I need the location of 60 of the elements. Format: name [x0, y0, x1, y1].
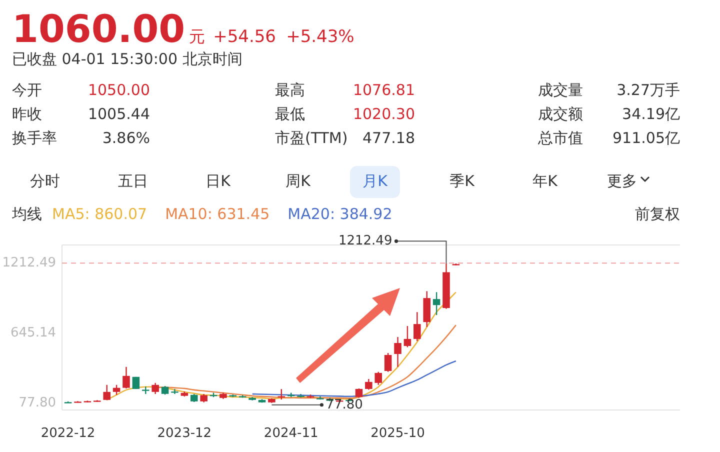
annotation: 77.80 [326, 397, 363, 412]
text: 1020.30 [352, 105, 415, 123]
text: 477.18 [362, 129, 415, 147]
text: 最高 [275, 81, 305, 99]
text: 前复权 [635, 205, 680, 223]
candlestick [355, 388, 363, 398]
text: +54.56 [213, 27, 276, 47]
text: 年K [532, 172, 559, 190]
x-tick-label: 2024-11 [264, 426, 318, 441]
candlestick [152, 382, 159, 395]
text: 3.86% [102, 129, 150, 147]
x-tick-label: 2022-12 [40, 426, 96, 441]
text: 市盈(TTM) [275, 129, 348, 147]
candlestick [394, 336, 402, 368]
text: 日K [206, 172, 232, 190]
text: 成交额 [538, 105, 583, 123]
candlestick [384, 352, 392, 372]
text: 最低 [275, 105, 305, 123]
text: 分时 [30, 172, 60, 190]
text: 周K [286, 172, 312, 190]
text: 换手率 [12, 129, 57, 147]
text: 1005.44 [88, 105, 150, 123]
candlestick [365, 378, 372, 390]
chart-subtitle: 已收盘 04-01 15:30:00 北京时间 [12, 50, 242, 68]
text: 成交量 [538, 81, 583, 99]
text: 月K [362, 172, 389, 190]
text: MA20: 384.92 [288, 205, 392, 223]
candlestick [132, 376, 140, 390]
text: 元 [189, 27, 206, 46]
text: 1076.81 [352, 81, 415, 99]
candlestick [404, 325, 412, 348]
text: MA5: 860.07 [52, 205, 148, 223]
text: 季K [450, 172, 476, 190]
text: 昨收 [12, 105, 42, 123]
text: 五日 [118, 172, 148, 190]
x-tick-label: 2025-10 [370, 426, 425, 441]
candlestick [278, 388, 286, 400]
text: 34.19亿 [622, 105, 680, 123]
text: 更多 [607, 172, 637, 190]
text: MA10: 631.45 [165, 205, 270, 223]
legend-title: 均线 [11, 205, 42, 223]
chart-title: 1060.00 [12, 7, 186, 51]
candlestick [122, 366, 130, 390]
line-series [252, 360, 457, 398]
x-tick-label: 2023-12 [157, 426, 212, 441]
candlestick [112, 384, 120, 396]
text: 1050.00 [88, 81, 150, 99]
text: +5.43% [286, 27, 354, 47]
y-tick-label: 1212.49 [2, 256, 56, 271]
text: 今开 [12, 81, 42, 99]
candlestick [432, 292, 440, 316]
text: 911.05亿 [612, 129, 680, 147]
y-tick-label: 77.80 [18, 395, 56, 410]
annotation: 1212.49 [338, 234, 392, 249]
text: 总市值 [537, 129, 583, 147]
candlestick [103, 384, 110, 401]
y-tick-label: 645.14 [10, 326, 56, 341]
text: 3.27万手 [616, 81, 680, 99]
candlestick [414, 312, 421, 342]
candlestick [374, 371, 382, 386]
